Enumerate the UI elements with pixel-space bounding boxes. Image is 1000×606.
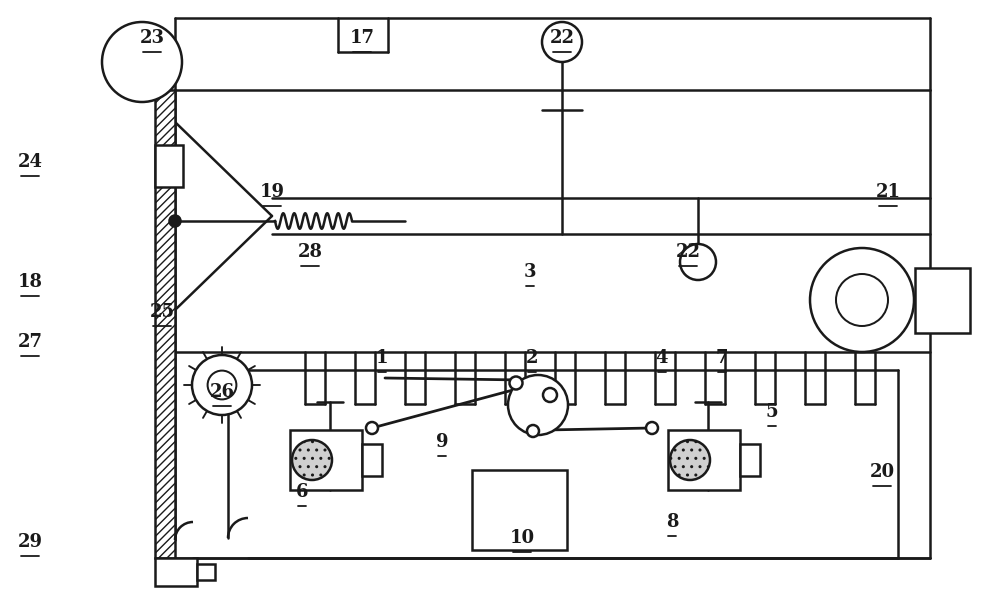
- Text: 9: 9: [436, 433, 448, 451]
- Text: 20: 20: [869, 463, 895, 481]
- Text: 5: 5: [766, 403, 778, 421]
- Text: 25: 25: [149, 303, 175, 321]
- Text: 26: 26: [210, 383, 235, 401]
- Text: 4: 4: [656, 349, 668, 367]
- Circle shape: [527, 425, 539, 437]
- Bar: [290, 430, 362, 490]
- Circle shape: [670, 440, 710, 480]
- Circle shape: [102, 22, 182, 102]
- Circle shape: [646, 422, 658, 434]
- Bar: [155, 558, 197, 586]
- Text: 23: 23: [140, 29, 164, 47]
- Text: 19: 19: [260, 183, 285, 201]
- Circle shape: [292, 440, 332, 480]
- Circle shape: [810, 248, 914, 352]
- Text: 10: 10: [509, 529, 535, 547]
- Circle shape: [366, 422, 378, 434]
- Bar: [472, 470, 567, 550]
- Bar: [668, 430, 740, 490]
- Bar: [197, 564, 215, 580]
- Bar: [915, 268, 970, 333]
- Bar: [155, 90, 175, 558]
- Text: 22: 22: [676, 243, 700, 261]
- Circle shape: [836, 274, 888, 326]
- Text: 29: 29: [18, 533, 42, 551]
- Text: 27: 27: [18, 333, 42, 351]
- Circle shape: [208, 371, 236, 399]
- Text: 1: 1: [376, 349, 388, 367]
- Circle shape: [543, 388, 557, 402]
- Circle shape: [170, 216, 180, 227]
- Bar: [362, 444, 382, 476]
- Text: 24: 24: [18, 153, 42, 171]
- Text: 18: 18: [18, 273, 42, 291]
- Circle shape: [680, 244, 716, 280]
- Text: 21: 21: [876, 183, 901, 201]
- Text: 7: 7: [716, 349, 728, 367]
- Circle shape: [542, 22, 582, 62]
- Text: 28: 28: [298, 243, 322, 261]
- Text: 22: 22: [550, 29, 574, 47]
- Text: 17: 17: [350, 29, 374, 47]
- Text: 8: 8: [666, 513, 678, 531]
- Text: 3: 3: [524, 263, 536, 281]
- Circle shape: [508, 375, 568, 435]
- Bar: [155, 145, 183, 187]
- Circle shape: [192, 355, 252, 415]
- Text: 2: 2: [526, 349, 538, 367]
- Bar: [740, 444, 760, 476]
- Circle shape: [510, 376, 522, 390]
- Text: 6: 6: [296, 483, 308, 501]
